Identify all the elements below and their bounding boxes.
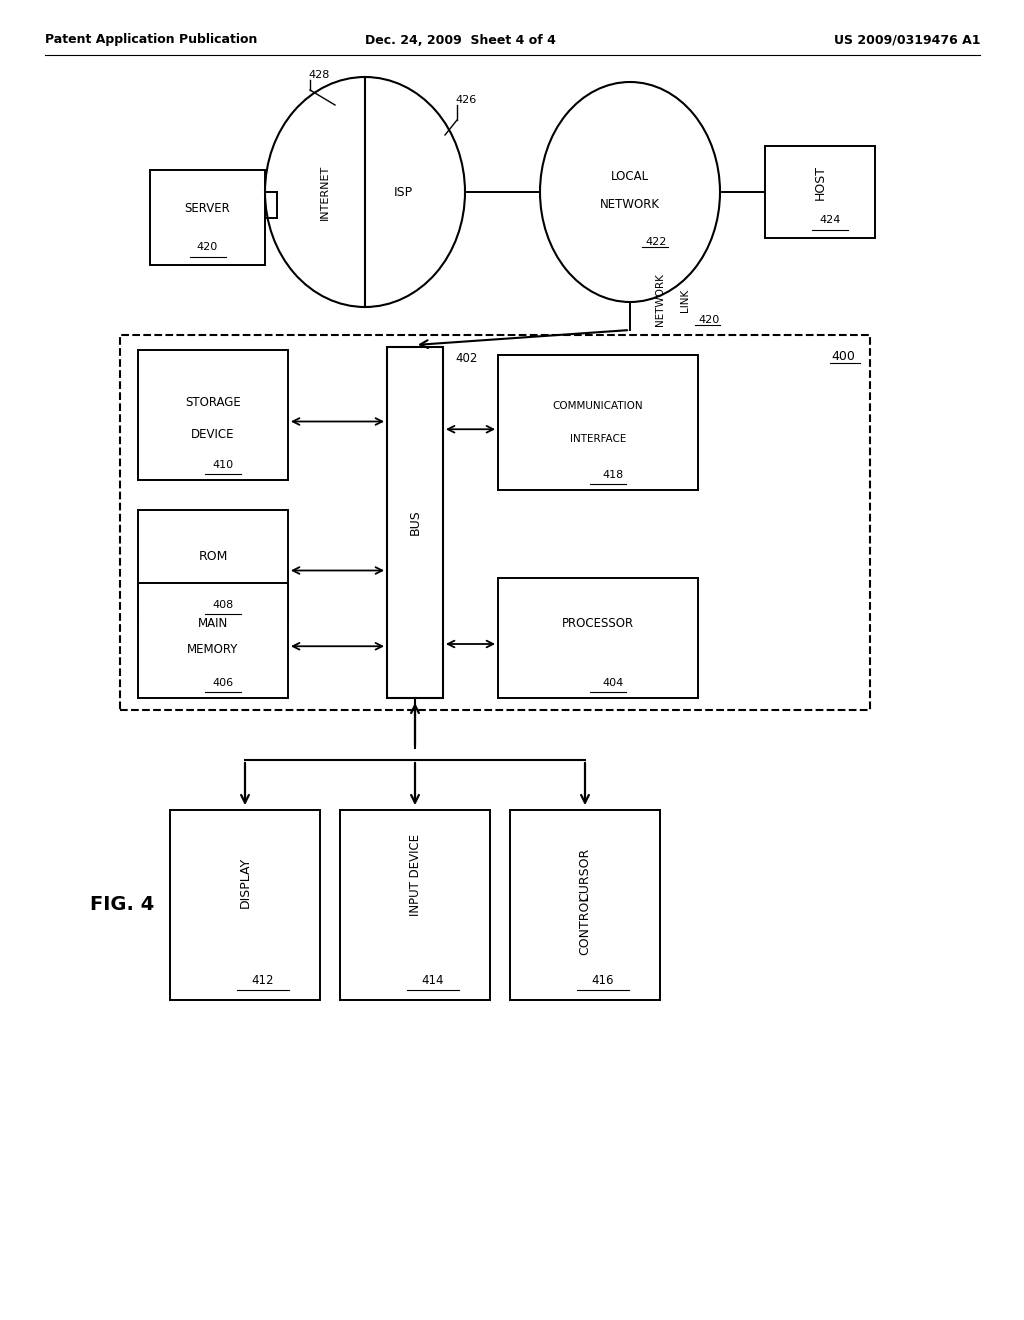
- Text: SERVER: SERVER: [184, 202, 230, 214]
- Text: 410: 410: [212, 459, 233, 470]
- Text: BUS: BUS: [409, 510, 422, 536]
- Text: 414: 414: [422, 974, 444, 986]
- Bar: [138, 350, 288, 480]
- Bar: [765, 147, 874, 238]
- Bar: [340, 810, 490, 1001]
- Text: DISPLAY: DISPLAY: [239, 857, 252, 908]
- Text: Patent Application Publication: Patent Application Publication: [45, 33, 257, 46]
- Text: NETWORK: NETWORK: [655, 273, 665, 326]
- Text: LOCAL: LOCAL: [611, 170, 649, 183]
- Text: 412: 412: [252, 974, 274, 986]
- Bar: [138, 583, 288, 698]
- Text: US 2009/0319476 A1: US 2009/0319476 A1: [834, 33, 980, 46]
- Bar: [150, 170, 265, 265]
- Text: 426: 426: [455, 95, 476, 106]
- Ellipse shape: [265, 77, 465, 308]
- Text: Dec. 24, 2009  Sheet 4 of 4: Dec. 24, 2009 Sheet 4 of 4: [365, 33, 555, 46]
- Text: 428: 428: [308, 70, 330, 81]
- Text: PROCESSOR: PROCESSOR: [562, 618, 634, 630]
- Bar: [138, 510, 288, 620]
- Text: NETWORK: NETWORK: [600, 198, 660, 210]
- Text: 406: 406: [212, 678, 233, 688]
- Text: MAIN: MAIN: [198, 616, 228, 630]
- Text: INPUT DEVICE: INPUT DEVICE: [409, 833, 422, 916]
- Bar: [120, 335, 870, 710]
- Bar: [387, 347, 443, 698]
- Text: 416: 416: [592, 974, 614, 986]
- Text: COMMUNICATION: COMMUNICATION: [553, 401, 643, 412]
- Text: LINK: LINK: [680, 288, 690, 312]
- Text: 420: 420: [197, 242, 218, 252]
- Bar: [170, 810, 319, 1001]
- Text: MEMORY: MEMORY: [187, 643, 239, 656]
- Ellipse shape: [540, 82, 720, 302]
- Text: DEVICE: DEVICE: [191, 428, 234, 441]
- Text: 400: 400: [831, 350, 855, 363]
- Text: 420: 420: [698, 315, 719, 325]
- Text: CURSOR: CURSOR: [579, 847, 592, 902]
- Text: INTERNET: INTERNET: [319, 165, 330, 219]
- Text: 424: 424: [819, 215, 841, 224]
- Text: ROM: ROM: [199, 549, 227, 562]
- Text: ISP: ISP: [393, 186, 413, 198]
- Bar: [498, 355, 698, 490]
- Text: FIG. 4: FIG. 4: [90, 895, 155, 915]
- Bar: [510, 810, 660, 1001]
- Text: 418: 418: [602, 470, 624, 480]
- Text: 404: 404: [602, 678, 624, 688]
- Text: 402: 402: [455, 352, 477, 366]
- Text: HOST: HOST: [813, 165, 826, 201]
- Text: 408: 408: [212, 601, 233, 610]
- Text: STORAGE: STORAGE: [185, 396, 241, 408]
- Text: 422: 422: [645, 238, 667, 247]
- Text: CONTROL: CONTROL: [579, 894, 592, 954]
- Text: INTERFACE: INTERFACE: [569, 434, 627, 444]
- Bar: [498, 578, 698, 698]
